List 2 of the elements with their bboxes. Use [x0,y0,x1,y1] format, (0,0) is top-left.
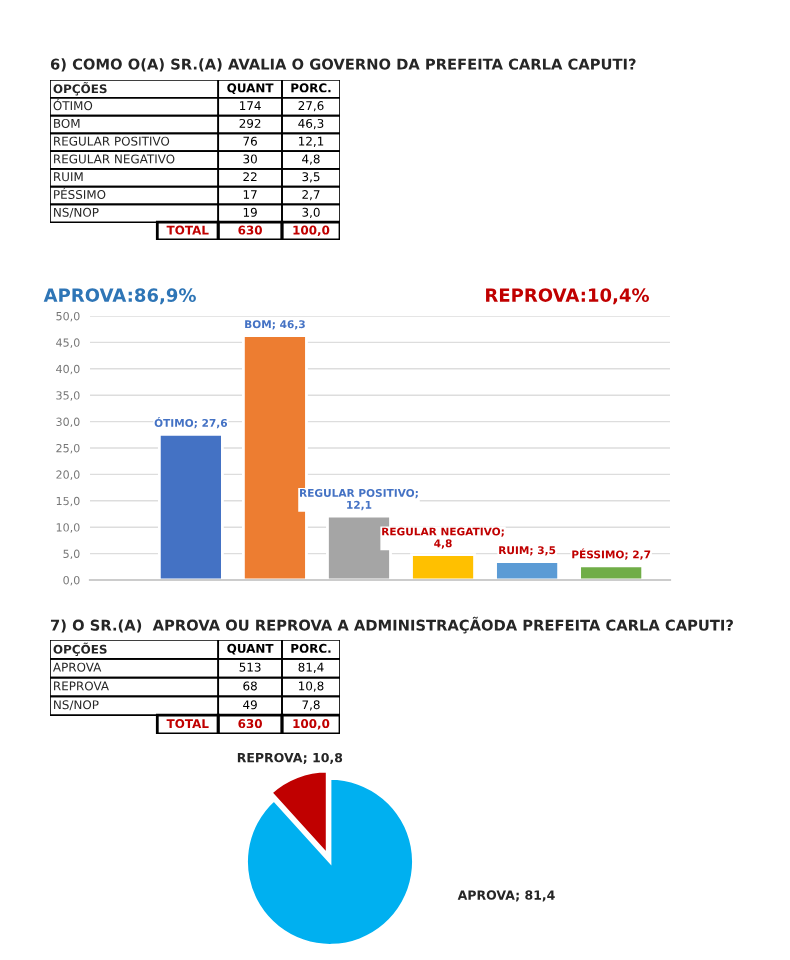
text: APROVA:86,9% [43,288,196,305]
text: REPROVA:10,4% [486,288,649,305]
